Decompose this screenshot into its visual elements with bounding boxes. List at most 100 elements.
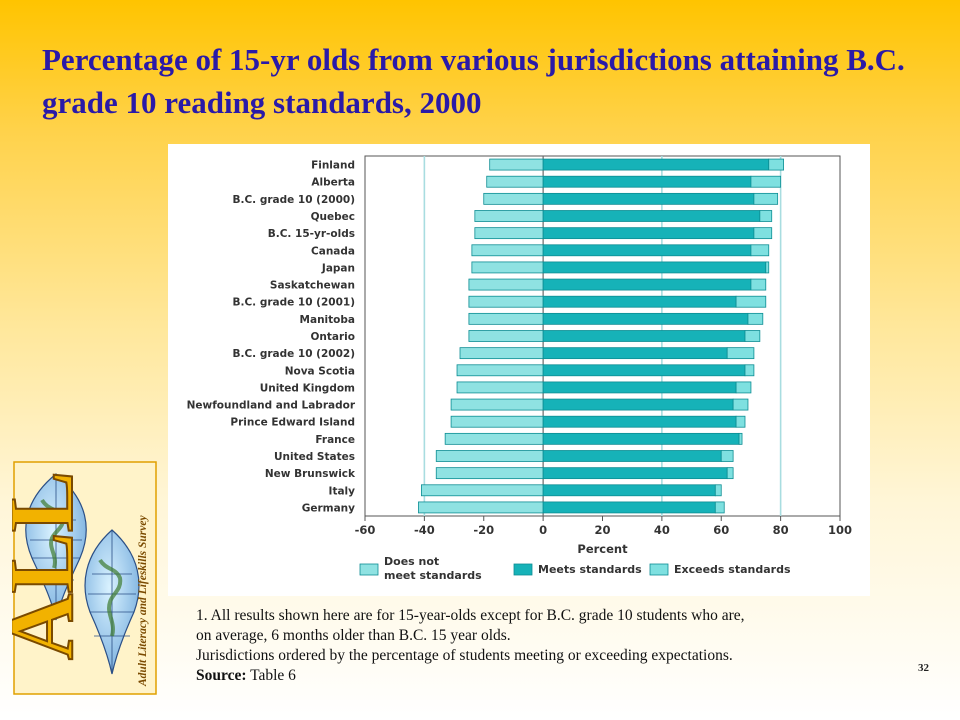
bar-does-not-meet <box>468 330 544 342</box>
bar-does-not-meet <box>474 227 544 240</box>
legend-does-not-meet-label: Does not <box>384 555 439 568</box>
x-tick-label: -20 <box>473 523 494 537</box>
category-label: New Brunswick <box>265 468 356 480</box>
bar-does-not-meet <box>489 158 544 171</box>
bar-exceeds <box>714 501 725 514</box>
bar-meets <box>542 227 755 240</box>
bar-meets <box>542 484 716 497</box>
globe-icon <box>84 529 140 675</box>
x-tick-label: 60 <box>713 523 729 537</box>
bar-exceeds <box>744 330 761 342</box>
bar-does-not-meet <box>468 295 544 308</box>
bar-exceeds <box>726 467 734 480</box>
legend-exceeds-label: Exceeds standards <box>674 563 791 576</box>
bar-meets <box>542 330 746 342</box>
bar-meets <box>542 450 722 462</box>
page-number: 32 <box>918 662 929 674</box>
category-label: Quebec <box>311 211 355 223</box>
bar-exceeds <box>753 192 779 205</box>
source-value: Table 6 <box>246 667 296 684</box>
logo-text: Adult Literacy and Lifeskills Survey <box>137 515 149 687</box>
bar-exceeds <box>735 381 752 394</box>
bar-exceeds <box>732 398 749 411</box>
bar-meets <box>542 295 737 308</box>
bar-meets <box>542 210 761 222</box>
bar-does-not-meet <box>444 432 544 445</box>
bar-exceeds <box>726 347 755 360</box>
x-tick-label: 0 <box>539 523 547 537</box>
category-label: United Kingdom <box>260 382 355 394</box>
category-label: United States <box>274 451 355 463</box>
bar-meets <box>542 432 740 445</box>
category-label: B.C. grade 10 (2000) <box>232 194 355 206</box>
bar-does-not-meet <box>418 501 544 514</box>
bar-meets <box>542 467 728 480</box>
category-label: Prince Edward Island <box>230 417 355 429</box>
bar-does-not-meet <box>471 261 544 274</box>
bar-does-not-meet <box>450 415 544 428</box>
category-label: Canada <box>311 245 355 257</box>
category-label: B.C. grade 10 (2001) <box>232 297 355 309</box>
footnote-line-2: on average, 6 months older than B.C. 15 … <box>196 627 511 644</box>
bar-exceeds <box>714 484 722 497</box>
bar-meets <box>542 192 755 205</box>
bar-meets <box>542 501 716 514</box>
bar-exceeds <box>720 450 734 462</box>
category-label: Manitoba <box>300 314 355 326</box>
category-label: Germany <box>302 502 355 514</box>
category-label: France <box>315 434 355 446</box>
bar-does-not-meet <box>468 278 544 291</box>
footnote-line-3: Jurisdictions ordered by the percentage … <box>196 647 733 664</box>
bar-meets <box>542 398 734 411</box>
x-tick-label: -60 <box>355 523 376 537</box>
bar-exceeds <box>750 244 770 257</box>
x-axis-label: Percent <box>577 542 628 556</box>
x-tick-label: 100 <box>828 523 852 537</box>
bar-does-not-meet <box>435 467 544 480</box>
category-label: Ontario <box>311 331 356 343</box>
bar-meets <box>542 261 767 274</box>
bar-exceeds <box>753 227 773 240</box>
chart-panel: Finland Alberta B.C. grade 10 (2000) Quebec… <box>168 144 870 596</box>
bar-meets <box>542 158 770 171</box>
bar-exceeds <box>768 158 784 171</box>
x-tick-label: 80 <box>773 523 789 537</box>
source-label: Source: <box>196 667 247 684</box>
category-label: Italy <box>329 485 356 497</box>
bar-does-not-meet <box>468 312 544 325</box>
bar-exceeds <box>765 261 770 274</box>
bar-meets <box>542 347 728 360</box>
bar-exceeds <box>744 364 755 377</box>
category-label: B.C. 15-yr-olds <box>268 228 355 240</box>
bar-does-not-meet <box>421 484 544 497</box>
category-label: Alberta <box>311 177 355 189</box>
all-survey-logo: ALL Adult Literacy and Lifeskills Survey <box>0 460 158 696</box>
bar-exceeds <box>750 278 767 291</box>
bar-does-not-meet <box>450 398 544 411</box>
bar-exceeds <box>735 415 746 428</box>
legend-does-not-meet-swatch <box>359 563 379 576</box>
x-tick-label: 20 <box>594 523 610 537</box>
page-title: Percentage of 15-yr olds from various ju… <box>42 42 905 120</box>
bar-exceeds <box>747 312 764 325</box>
bar-exceeds <box>735 295 767 308</box>
legend-meets-swatch <box>513 563 533 576</box>
category-label: Newfoundland and Labrador <box>187 400 356 412</box>
footnotes: 1. All results shown here are for 15-yea… <box>196 606 876 686</box>
bar-exceeds <box>759 210 773 222</box>
category-label: Saskatchewan <box>270 280 355 292</box>
bar-does-not-meet <box>471 244 544 257</box>
bar-does-not-meet <box>474 210 544 222</box>
bar-does-not-meet <box>459 347 544 360</box>
source-line: Source: Table 6 <box>196 666 876 686</box>
bar-meets <box>542 415 737 428</box>
legend-exceeds-swatch <box>649 563 669 576</box>
bar-meets <box>542 364 746 377</box>
logo-letters: ALL <box>12 471 92 660</box>
bar-meets <box>542 244 752 257</box>
bar-meets <box>542 381 737 394</box>
footnote-line-1: 1. All results shown here are for 15-yea… <box>196 607 745 624</box>
x-tick-label: -40 <box>414 523 435 537</box>
bar-does-not-meet <box>456 381 544 394</box>
category-label: Finland <box>311 160 355 172</box>
